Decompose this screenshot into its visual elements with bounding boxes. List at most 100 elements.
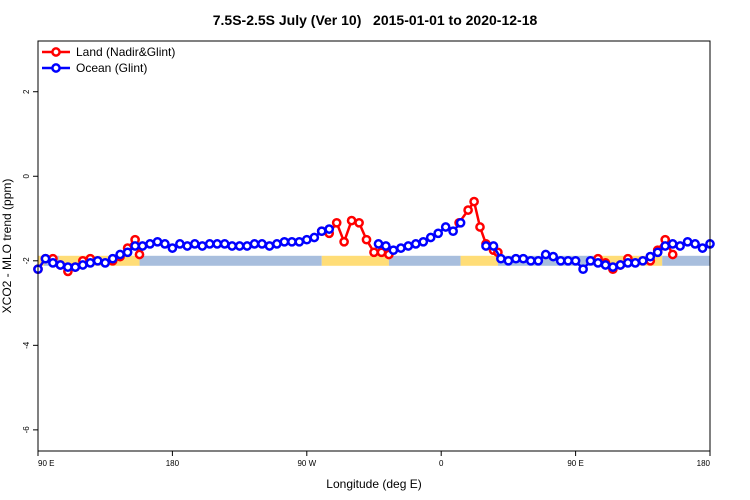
data-point bbox=[361, 234, 372, 245]
data-point bbox=[600, 260, 611, 270]
data-point bbox=[189, 239, 200, 249]
series-layer bbox=[33, 196, 715, 277]
data-point bbox=[667, 249, 678, 260]
data-point bbox=[433, 228, 444, 239]
data-point bbox=[425, 232, 436, 243]
data-point bbox=[257, 239, 267, 249]
data-point bbox=[100, 258, 111, 268]
data-point bbox=[410, 239, 421, 249]
data-point bbox=[540, 249, 551, 260]
x-tick-label: 90 E bbox=[567, 459, 583, 468]
x-tick-label: 90 W bbox=[297, 459, 316, 468]
data-point bbox=[555, 255, 566, 266]
data-point bbox=[204, 239, 215, 249]
data-point bbox=[107, 253, 118, 264]
data-point bbox=[448, 226, 458, 237]
data-point bbox=[122, 247, 133, 258]
data-point bbox=[77, 260, 88, 270]
y-tick-label: 2 bbox=[22, 89, 31, 94]
data-point bbox=[331, 217, 342, 228]
surface-band-ocean bbox=[139, 255, 322, 266]
series-ocean bbox=[33, 217, 715, 275]
data-point bbox=[645, 251, 656, 262]
legend-marker bbox=[51, 47, 61, 57]
data-point bbox=[682, 236, 693, 247]
data-point bbox=[130, 241, 140, 251]
data-point bbox=[615, 260, 626, 270]
data-point bbox=[197, 241, 208, 251]
x-tick-label: 180 bbox=[697, 459, 711, 468]
legend-marker bbox=[51, 63, 61, 73]
y-axis: 2 0 -2 -4 -6 bbox=[22, 89, 38, 433]
surface-band-land bbox=[321, 255, 389, 266]
data-point bbox=[264, 241, 275, 251]
y-tick-label: -4 bbox=[22, 341, 31, 349]
data-point bbox=[518, 253, 529, 264]
legend: Land (Nadir&Glint) Ocean (Glint) bbox=[42, 45, 175, 75]
data-point bbox=[287, 236, 297, 247]
data-point bbox=[475, 222, 485, 232]
data-point bbox=[354, 217, 364, 228]
data-point bbox=[652, 247, 663, 258]
data-point bbox=[134, 249, 145, 260]
data-point bbox=[249, 239, 260, 249]
data-point bbox=[563, 255, 573, 266]
x-tick-label: 0 bbox=[439, 459, 444, 468]
data-point bbox=[578, 264, 588, 275]
data-point bbox=[309, 232, 320, 243]
data-point bbox=[48, 258, 58, 268]
data-point bbox=[242, 241, 252, 251]
data-point bbox=[675, 241, 685, 251]
data-point bbox=[630, 258, 641, 268]
data-point bbox=[525, 255, 536, 266]
data-point bbox=[690, 239, 700, 249]
data-point bbox=[418, 236, 429, 247]
data-point bbox=[145, 239, 155, 249]
data-point bbox=[623, 258, 633, 268]
x-tick-label: 90 E bbox=[38, 459, 54, 468]
x-axis: 90 E 180 90 W 0 90 E 180 bbox=[37, 451, 711, 468]
data-point bbox=[533, 255, 544, 266]
data-point bbox=[667, 239, 678, 249]
data-point bbox=[272, 239, 282, 249]
data-point bbox=[212, 239, 223, 249]
data-point bbox=[40, 253, 51, 264]
surface-band-land bbox=[38, 255, 44, 266]
data-point bbox=[339, 236, 349, 247]
data-point bbox=[585, 255, 596, 266]
data-point bbox=[137, 241, 148, 251]
legend-label: Land (Nadir&Glint) bbox=[76, 45, 175, 59]
data-point bbox=[55, 260, 66, 270]
data-point bbox=[369, 247, 379, 258]
data-point bbox=[294, 236, 305, 247]
data-point bbox=[346, 215, 357, 226]
legend-label: Ocean (Glint) bbox=[76, 61, 147, 75]
data-point bbox=[637, 255, 648, 266]
data-point bbox=[463, 205, 473, 215]
data-point bbox=[63, 262, 73, 272]
data-point bbox=[469, 196, 479, 207]
data-point bbox=[373, 239, 384, 249]
data-point bbox=[182, 241, 193, 251]
plot-frame bbox=[37, 40, 711, 452]
x-axis-label: Longitude (deg E) bbox=[326, 477, 421, 491]
data-point bbox=[496, 253, 506, 264]
surface-band-ocean bbox=[388, 255, 461, 266]
data-point bbox=[301, 234, 312, 245]
data-point bbox=[92, 255, 103, 266]
data-point bbox=[548, 251, 559, 262]
data-point bbox=[593, 258, 603, 268]
data-point bbox=[219, 239, 230, 249]
data-point bbox=[396, 243, 406, 253]
data-point bbox=[227, 241, 237, 251]
y-axis-label: XCO2 - MLO trend (ppm) bbox=[0, 179, 14, 314]
data-point bbox=[160, 239, 170, 249]
data-point bbox=[115, 249, 125, 260]
data-point bbox=[152, 236, 163, 247]
data-point bbox=[660, 241, 671, 251]
data-point bbox=[511, 253, 521, 264]
y-tick-label: -6 bbox=[22, 426, 31, 434]
data-point bbox=[481, 241, 491, 251]
surface-band-ocean bbox=[662, 255, 710, 266]
